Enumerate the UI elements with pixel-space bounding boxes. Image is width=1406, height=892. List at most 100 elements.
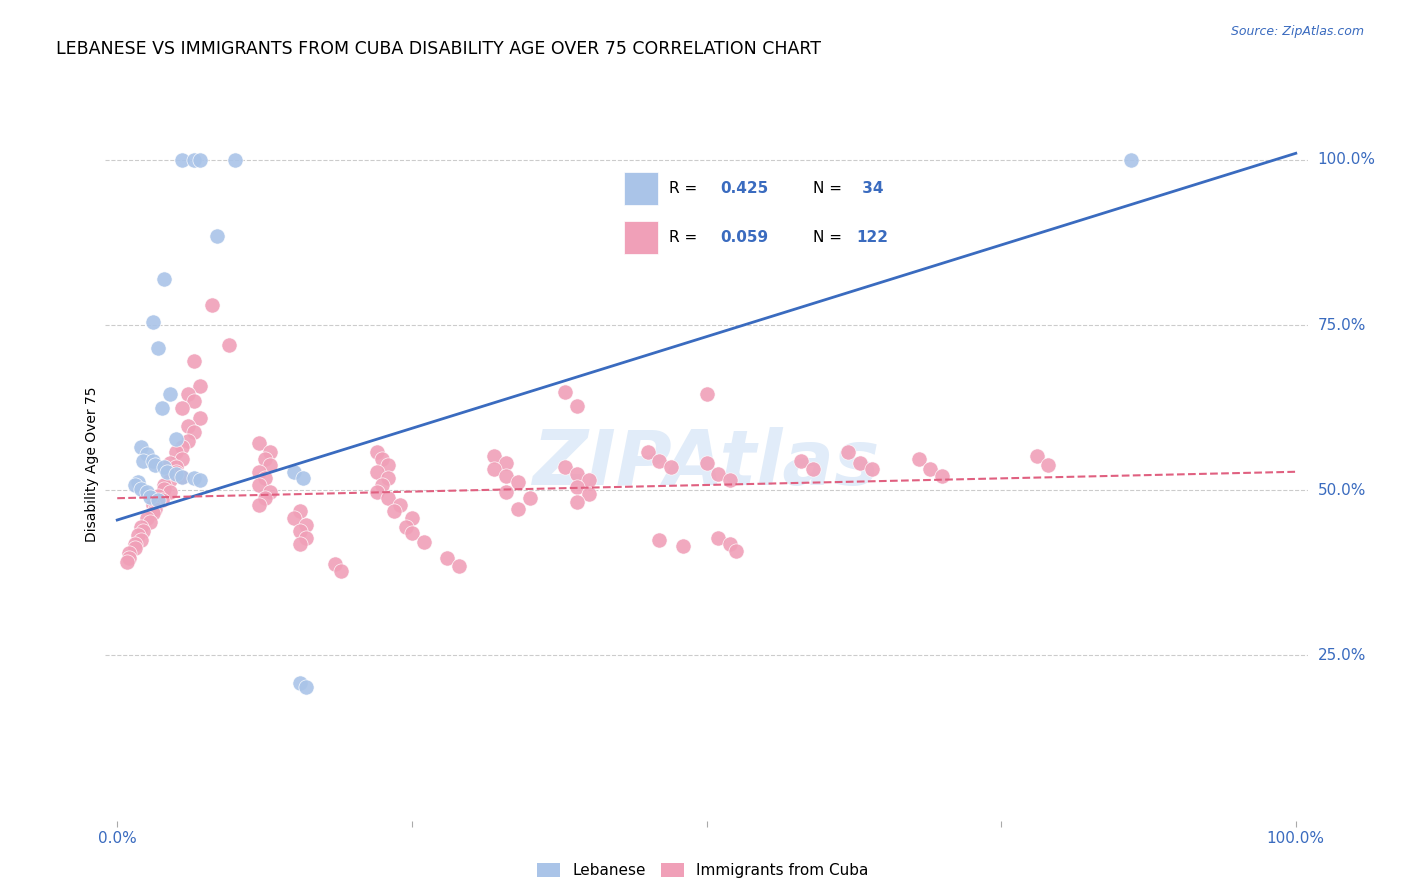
Point — [124, 478, 146, 492]
Point — [506, 475, 529, 490]
Point — [292, 471, 315, 485]
Point — [247, 498, 270, 512]
Point — [183, 354, 205, 368]
Point — [139, 490, 162, 504]
Point — [484, 449, 506, 463]
Point — [247, 465, 270, 479]
Point — [247, 435, 270, 450]
Point — [177, 387, 200, 401]
Point — [637, 445, 659, 459]
Point — [295, 531, 318, 545]
Point — [578, 486, 600, 500]
Point — [790, 453, 813, 467]
Point — [129, 519, 152, 533]
Text: 122: 122 — [856, 230, 889, 245]
Text: 75.0%: 75.0% — [1317, 318, 1365, 333]
Point — [183, 425, 205, 439]
Point — [253, 491, 276, 506]
Point — [696, 456, 718, 470]
Point — [165, 467, 187, 481]
Point — [371, 478, 394, 492]
Point — [188, 474, 211, 488]
Point — [648, 453, 671, 467]
Point — [170, 451, 193, 466]
Point — [165, 432, 187, 446]
Point — [118, 546, 141, 560]
Point — [1119, 153, 1142, 167]
Point — [366, 465, 388, 479]
Point — [724, 544, 747, 558]
Point — [718, 474, 741, 488]
Point — [165, 465, 187, 479]
Bar — [624, 171, 658, 204]
Point — [142, 315, 165, 329]
Point — [920, 462, 942, 476]
Text: 100.0%: 100.0% — [1317, 153, 1375, 168]
Point — [143, 458, 166, 472]
Point — [696, 387, 718, 401]
Point — [148, 341, 170, 355]
Text: Source: ZipAtlas.com: Source: ZipAtlas.com — [1230, 25, 1364, 38]
Point — [129, 482, 152, 496]
Point — [253, 451, 276, 466]
Point — [401, 526, 423, 541]
Text: 25.0%: 25.0% — [1317, 648, 1365, 663]
Point — [129, 533, 152, 547]
Text: 50.0%: 50.0% — [1317, 483, 1365, 498]
Point — [148, 493, 170, 508]
Text: 0.425: 0.425 — [720, 180, 768, 195]
Text: N =: N = — [813, 230, 846, 245]
Point — [142, 453, 165, 467]
Point — [135, 447, 157, 461]
Point — [188, 379, 211, 393]
Point — [156, 465, 179, 479]
Point — [1038, 458, 1060, 472]
Point — [159, 484, 181, 499]
Point — [288, 524, 311, 539]
Point — [148, 489, 170, 503]
Point — [150, 493, 173, 508]
Point — [495, 468, 517, 483]
Point — [153, 272, 176, 286]
Point — [412, 534, 434, 549]
Point — [718, 537, 741, 551]
Point — [259, 458, 281, 472]
Text: R =: R = — [669, 230, 703, 245]
Point — [447, 559, 470, 574]
Point — [218, 338, 240, 352]
Point — [401, 511, 423, 525]
Point — [142, 498, 165, 512]
Point — [153, 478, 176, 492]
Point — [207, 228, 229, 243]
Text: R =: R = — [669, 180, 703, 195]
Text: N =: N = — [813, 180, 846, 195]
Point — [247, 478, 270, 492]
Point — [295, 517, 318, 532]
Point — [565, 467, 588, 481]
Point — [707, 467, 730, 481]
Point — [707, 531, 730, 545]
Point — [377, 471, 399, 485]
Point — [170, 401, 193, 415]
Point — [837, 445, 859, 459]
Point — [323, 558, 346, 572]
Point — [330, 564, 353, 578]
Point — [259, 445, 281, 459]
Point — [283, 511, 305, 525]
Point — [188, 410, 211, 425]
Point — [288, 676, 311, 690]
Point — [648, 533, 671, 547]
Point — [860, 462, 883, 476]
Point — [395, 519, 418, 533]
Point — [139, 515, 162, 529]
Point — [1025, 449, 1047, 463]
Point — [183, 153, 205, 167]
Point — [132, 524, 155, 539]
Point — [659, 460, 682, 475]
Point — [565, 480, 588, 494]
Point — [170, 153, 193, 167]
Point — [150, 401, 173, 415]
Point — [159, 474, 181, 488]
Point — [143, 501, 166, 516]
Point — [142, 507, 165, 521]
